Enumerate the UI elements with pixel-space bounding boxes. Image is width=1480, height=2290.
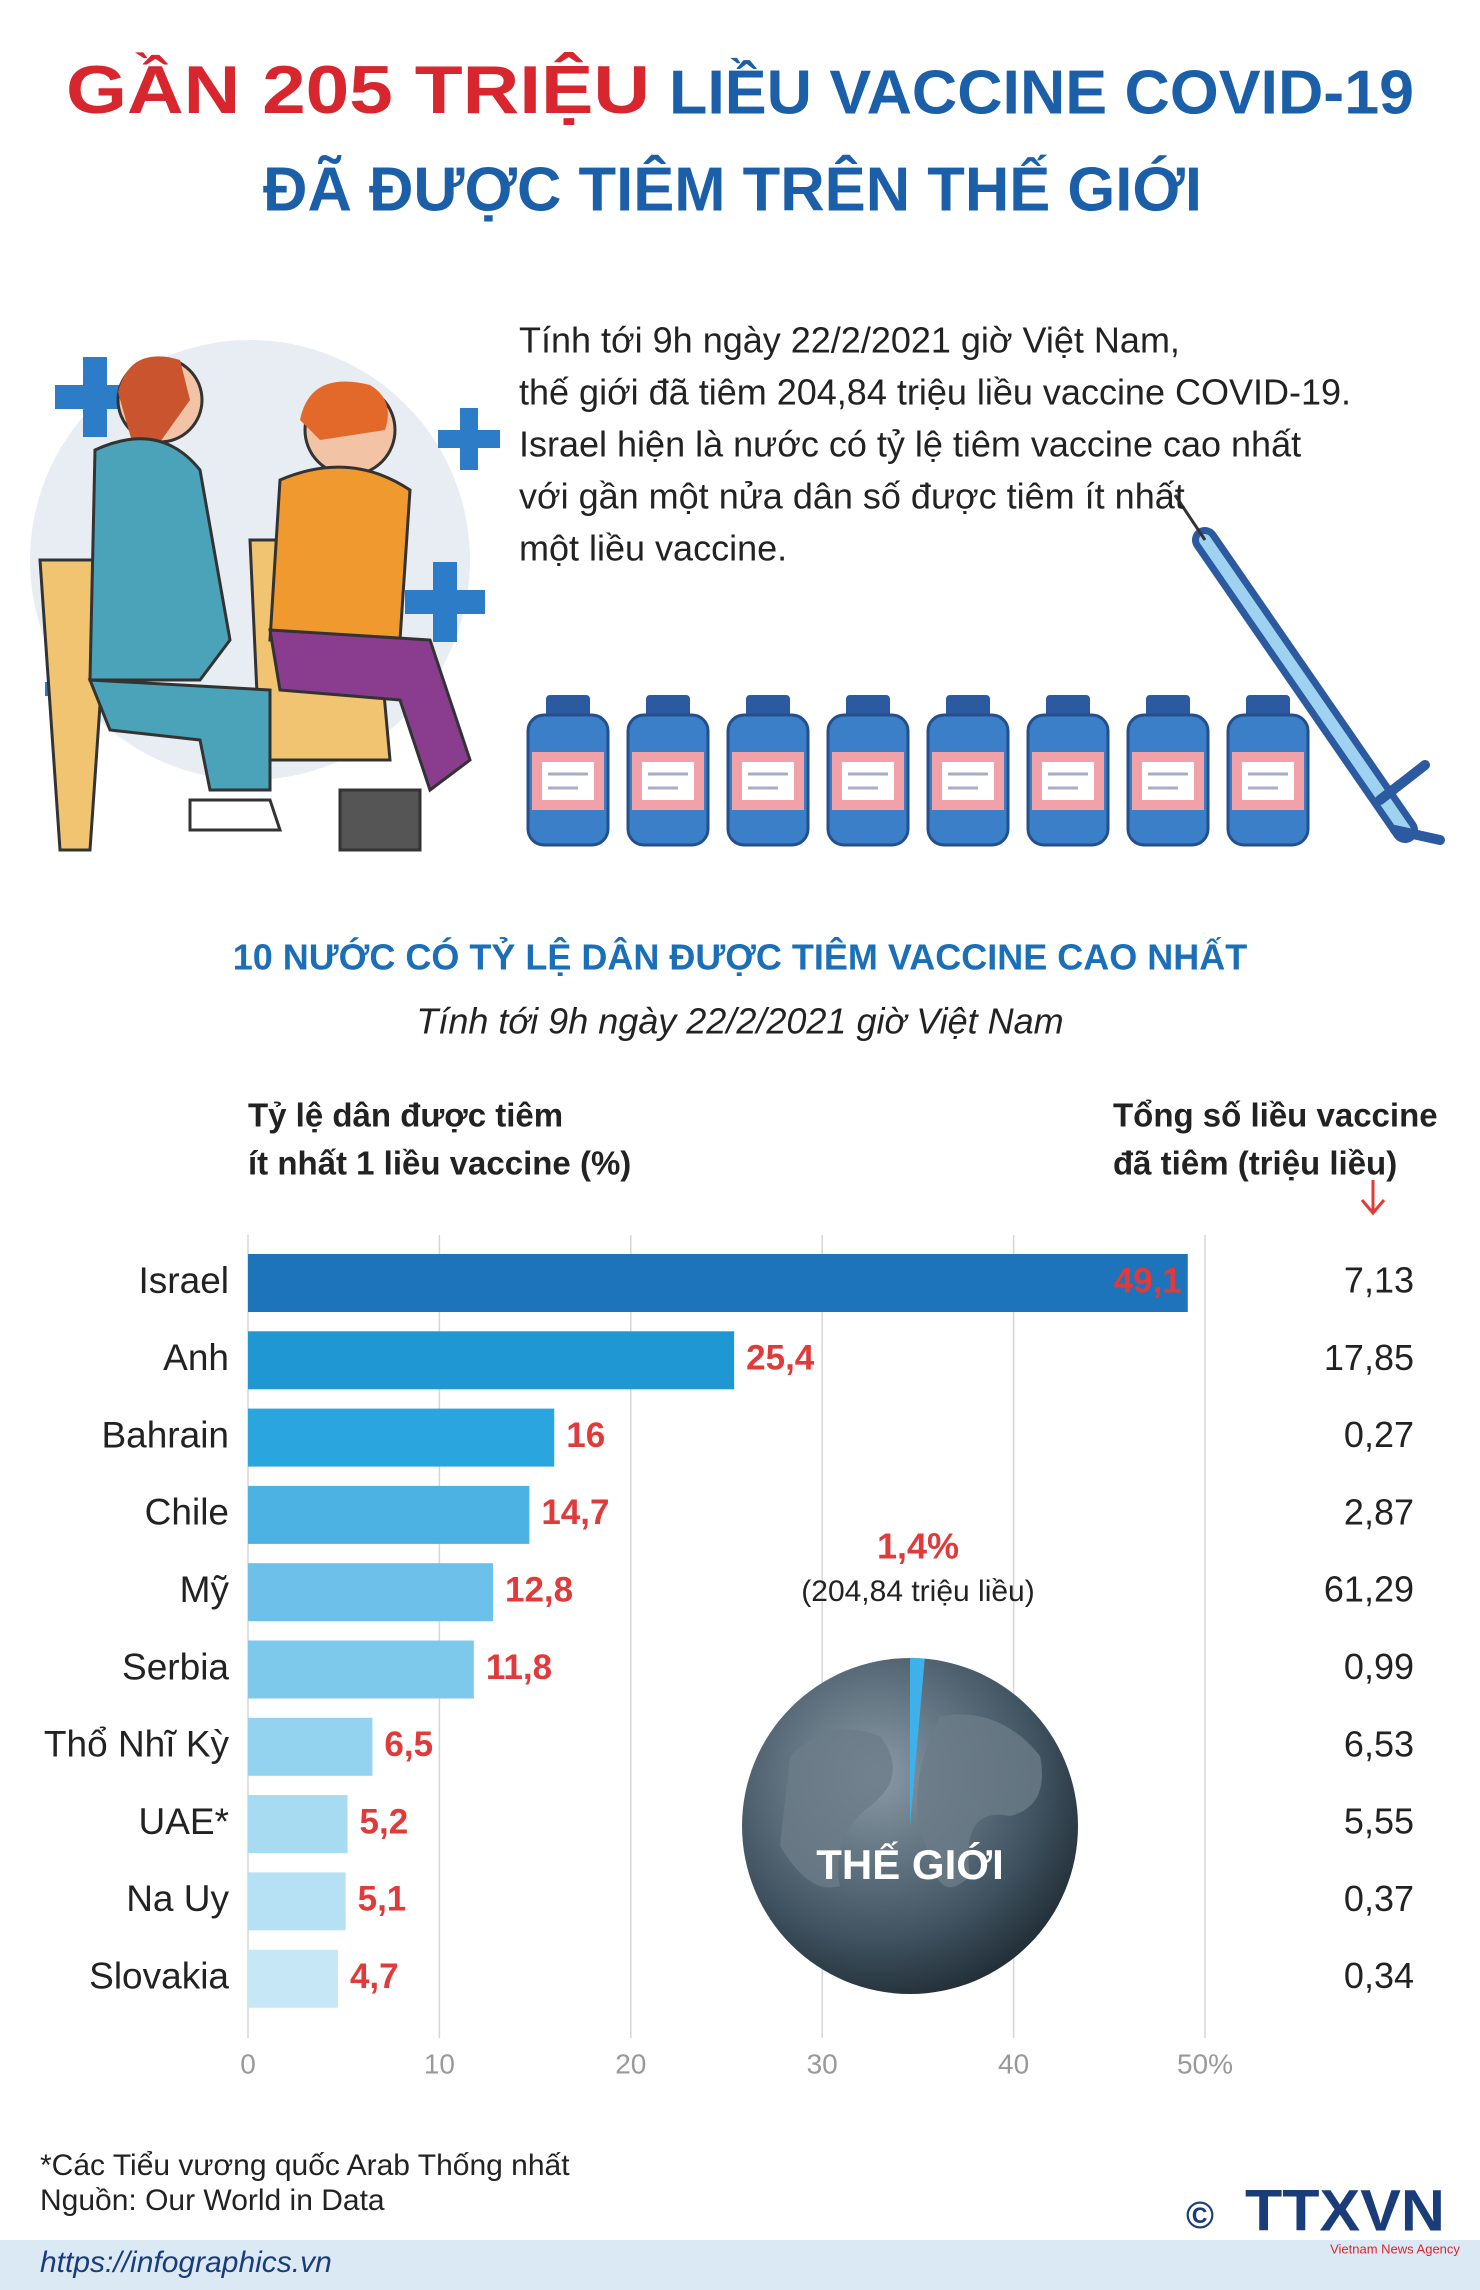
world-doses-label: (204,84 triệu liều) <box>801 1575 1034 1608</box>
category-label: Serbia <box>122 1646 229 1687</box>
world-wedge <box>910 1658 925 1826</box>
intro-line: với gần một nửa dân số được tiêm ít nhất <box>519 476 1185 517</box>
bar <box>248 1795 348 1854</box>
x-tick-label: 30 <box>807 2048 838 2079</box>
category-label: Anh <box>163 1337 229 1378</box>
x-tick-label: 50% <box>1177 2048 1233 2079</box>
title-line2: ĐÃ ĐƯỢC TIÊM TRÊN THẾ GIỚI <box>263 155 1202 224</box>
category-label: Israel <box>139 1260 229 1301</box>
illustration <box>30 340 1445 852</box>
title-highlight: GẦN 205 TRIỆU <box>66 51 650 128</box>
continent <box>780 1714 1042 1888</box>
agency: Vietnam News Agency <box>1330 2241 1460 2256</box>
value-label: 14,7 <box>541 1493 609 1532</box>
value-label: 5,1 <box>358 1880 407 1919</box>
column-header: Tổng số liều vaccine <box>1113 1097 1438 1134</box>
value-label: 16 <box>566 1416 605 1455</box>
arrow <box>1360 1180 1386 1216</box>
world-value-label: 1,4% <box>877 1526 959 1567</box>
category-label: Thổ Nhĩ Kỳ <box>44 1724 230 1765</box>
footnote: *Các Tiểu vương quốc Arab Thống nhất <box>40 2149 570 2182</box>
total-label: 0,37 <box>1344 1878 1414 1919</box>
total-label: 0,34 <box>1344 1955 1414 1996</box>
chart-title: 10 NƯỚC CÓ TỶ LỆ DÂN ĐƯỢC TIÊM VACCINE C… <box>233 936 1248 978</box>
axis-label: Tỷ lệ dân được tiêm <box>248 1097 563 1134</box>
category-label: Na Uy <box>126 1878 229 1919</box>
bar <box>248 1408 555 1467</box>
url: https://infographics.vn <box>40 2246 332 2279</box>
value-label: 5,2 <box>360 1802 409 1841</box>
bar <box>248 1640 474 1699</box>
category-label: Bahrain <box>101 1414 229 1455</box>
bar <box>248 1563 493 1622</box>
world-label: THẾ GIỚI <box>816 1840 1004 1888</box>
bar <box>248 1485 530 1544</box>
total-label: 5,55 <box>1344 1801 1414 1842</box>
bar <box>248 1254 1188 1312</box>
total-label: 0,99 <box>1344 1646 1414 1687</box>
x-tick-label: 40 <box>998 2048 1029 2079</box>
category-label: Slovakia <box>89 1955 229 1996</box>
bar <box>248 1717 373 1776</box>
total-label: 61,29 <box>1324 1569 1414 1610</box>
vial <box>626 695 710 847</box>
value-label: 4,7 <box>350 1957 399 1996</box>
category-label: UAE* <box>139 1801 229 1842</box>
x-tick-label: 0 <box>240 2048 256 2079</box>
vial <box>826 695 910 847</box>
vial <box>1126 695 1210 847</box>
intro-line: Tính tới 9h ngày 22/2/2021 giờ Việt Nam, <box>519 320 1180 361</box>
value-label: 12,8 <box>505 1570 573 1609</box>
logo: TTXVN <box>1245 2178 1445 2243</box>
total-label: 17,85 <box>1324 1337 1414 1378</box>
intro-line: một liều vaccine. <box>519 528 787 569</box>
intro-line: Israel hiện là nước có tỷ lệ tiêm vaccin… <box>519 424 1301 465</box>
value-label: 25,4 <box>746 1339 815 1378</box>
column-header: đã tiêm (triệu liều) <box>1113 1145 1397 1182</box>
category-label: Mỹ <box>180 1569 230 1610</box>
title: LIỀU VACCINE COVID-19 <box>669 58 1414 127</box>
total-label: 6,53 <box>1344 1723 1414 1764</box>
intro-line: thế giới đã tiêm 204,84 triệu liều vacci… <box>519 372 1351 413</box>
value-label: 49,1 <box>1114 1261 1182 1300</box>
vial <box>926 695 1010 847</box>
copyright: © <box>1186 2195 1214 2237</box>
total-label: 7,13 <box>1344 1260 1414 1301</box>
total-label: 0,27 <box>1344 1414 1414 1455</box>
source: Nguồn: Our World in Data <box>40 2184 385 2217</box>
bar <box>248 1872 346 1931</box>
value-label: 6,5 <box>384 1725 433 1764</box>
category-label: Chile <box>145 1492 229 1533</box>
total-label: 2,87 <box>1344 1491 1414 1532</box>
bar <box>248 1331 735 1390</box>
axis-label: ít nhất 1 liều vaccine (%) <box>248 1145 631 1182</box>
chart-subtitle: Tính tới 9h ngày 22/2/2021 giờ Việt Nam <box>416 1001 1063 1042</box>
x-tick-label: 20 <box>615 2048 646 2079</box>
plot: 0 10 20 30 40 50% Israel 49,1 7,13 Anh 25,4 17,85 Ba… <box>44 1235 1414 2079</box>
vial <box>1026 695 1110 847</box>
footer-bar <box>0 2240 1480 2290</box>
value-label: 11,8 <box>486 1648 552 1687</box>
vial <box>1226 695 1310 847</box>
bar <box>248 1949 338 2008</box>
x-tick-label: 10 <box>424 2048 455 2079</box>
vial <box>726 695 810 847</box>
vial <box>526 695 610 847</box>
